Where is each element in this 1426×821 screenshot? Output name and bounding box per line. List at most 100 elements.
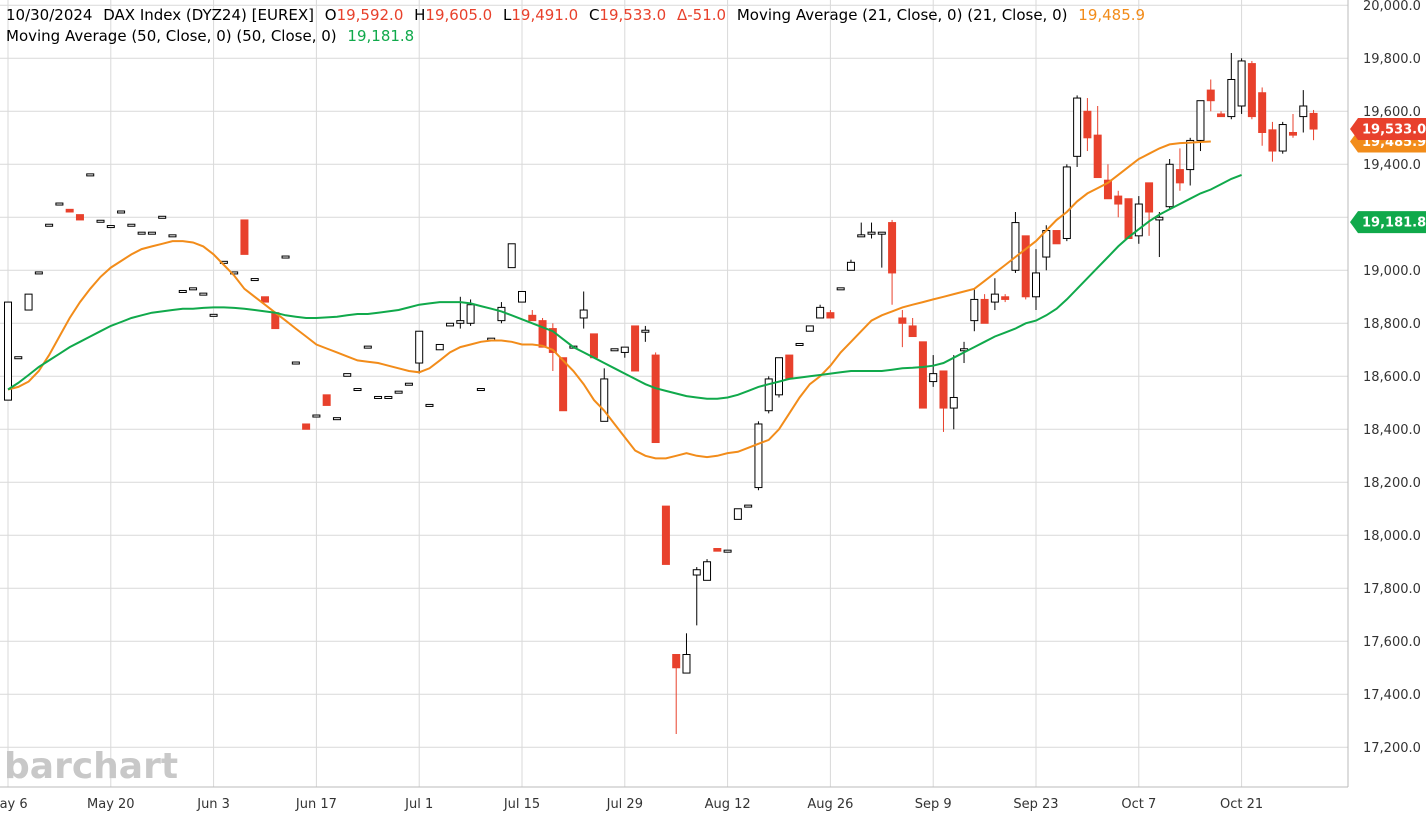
candle-body [857,234,866,238]
candle [291,361,300,365]
candle-body [425,403,434,407]
candle-body [117,210,126,214]
candle-body [86,173,95,177]
candle [302,423,311,430]
candle-body [1268,129,1277,152]
candle [826,310,835,319]
header-close-value: 19,533.0 [599,6,666,24]
candle [374,395,383,399]
header-high-value: 19,605.0 [425,6,492,24]
candle-body [34,271,43,275]
candle-body [1278,124,1287,152]
candle-body [682,654,691,674]
candle [754,421,763,491]
candle [559,357,568,412]
candle [1299,90,1308,133]
candle-body [312,414,321,418]
candle [147,231,156,235]
candle-body [446,322,455,327]
ma50-badge: 19,181.8 [1350,211,1426,234]
x-tick-label: Jul 29 [606,797,643,812]
candle-body [620,346,629,353]
y-tick-label: 19,800.0 [1363,52,1421,67]
candle-body [1309,112,1318,130]
candle [816,304,825,319]
candle [1011,211,1020,273]
candle [970,288,979,332]
y-tick-label: 19,600.0 [1363,105,1421,120]
candle [24,293,33,311]
candle-body [1021,235,1030,298]
header-ma50-value: 19,181.8 [347,27,414,45]
candle [744,504,753,508]
candle [980,294,989,324]
candle-body [703,561,712,581]
candle [1073,95,1082,167]
candle [785,354,794,380]
candle-body [435,343,444,351]
candle [733,508,742,520]
candle [261,296,269,303]
candle-body [291,361,300,365]
candle-body [785,354,794,380]
candle-body [836,287,845,291]
header-open-label: O [325,6,337,24]
header-open-value: 19,592.0 [337,6,404,24]
candle [189,287,198,291]
candle [1155,211,1164,258]
ma50-line [7,173,1242,400]
candle-body [589,333,598,359]
candle-body [55,202,64,206]
candle-body [733,508,742,520]
y-axis: 17,200.0 17,400.0 17,600.0 17,800.0 18,000.0… [1363,0,1421,756]
candle [836,287,845,291]
candle-body [1258,92,1267,133]
candle-body [147,231,156,235]
candle-body [723,549,732,553]
candle [14,356,23,360]
candle [661,505,670,565]
candle-body [1124,198,1133,239]
candle [384,395,393,399]
candle [45,223,54,227]
candle-body [898,317,907,324]
candle-body [579,309,588,319]
candle [106,225,115,229]
candle [1114,190,1123,218]
candle-body [641,329,650,333]
candle-body [322,394,331,406]
candle-body [394,390,403,394]
candle-body [548,328,557,353]
candle [1001,294,1010,303]
candle [1124,198,1133,239]
y-tick-label: 17,600.0 [1363,635,1421,650]
candle-body [816,306,825,319]
candle [682,633,691,674]
candle [1278,121,1287,154]
candle-body [559,357,568,412]
ma50-badge-text: 19,181.8 [1362,216,1426,231]
header-ma21-value: 19,485.9 [1078,6,1145,24]
candle [805,325,814,332]
candle-body [1073,97,1082,157]
candle [764,376,773,414]
candle-body [929,373,938,383]
candle [394,390,403,394]
candle [476,388,485,392]
candle [1206,79,1215,112]
candle-body [384,395,393,399]
y-tick-label: 18,000.0 [1363,529,1421,544]
candle-body [1247,63,1256,118]
candlestick-series [4,52,1318,735]
candle [641,325,650,342]
x-axis: May 6 May 20 Jun 3 Jun 17 Jul 1 Jul 15 Jul 29 A… [0,797,1263,812]
candle-body [302,423,311,430]
y-tick-label: 18,800.0 [1363,317,1421,332]
candle-body [1103,179,1112,200]
candle-body [127,223,136,227]
y-tick-label: 17,200.0 [1363,741,1421,756]
candle-body [990,293,999,303]
header-line-2: Moving Average (50, Close, 0) (50, Close… [6,27,414,45]
x-tick-label: Aug 12 [705,797,751,812]
